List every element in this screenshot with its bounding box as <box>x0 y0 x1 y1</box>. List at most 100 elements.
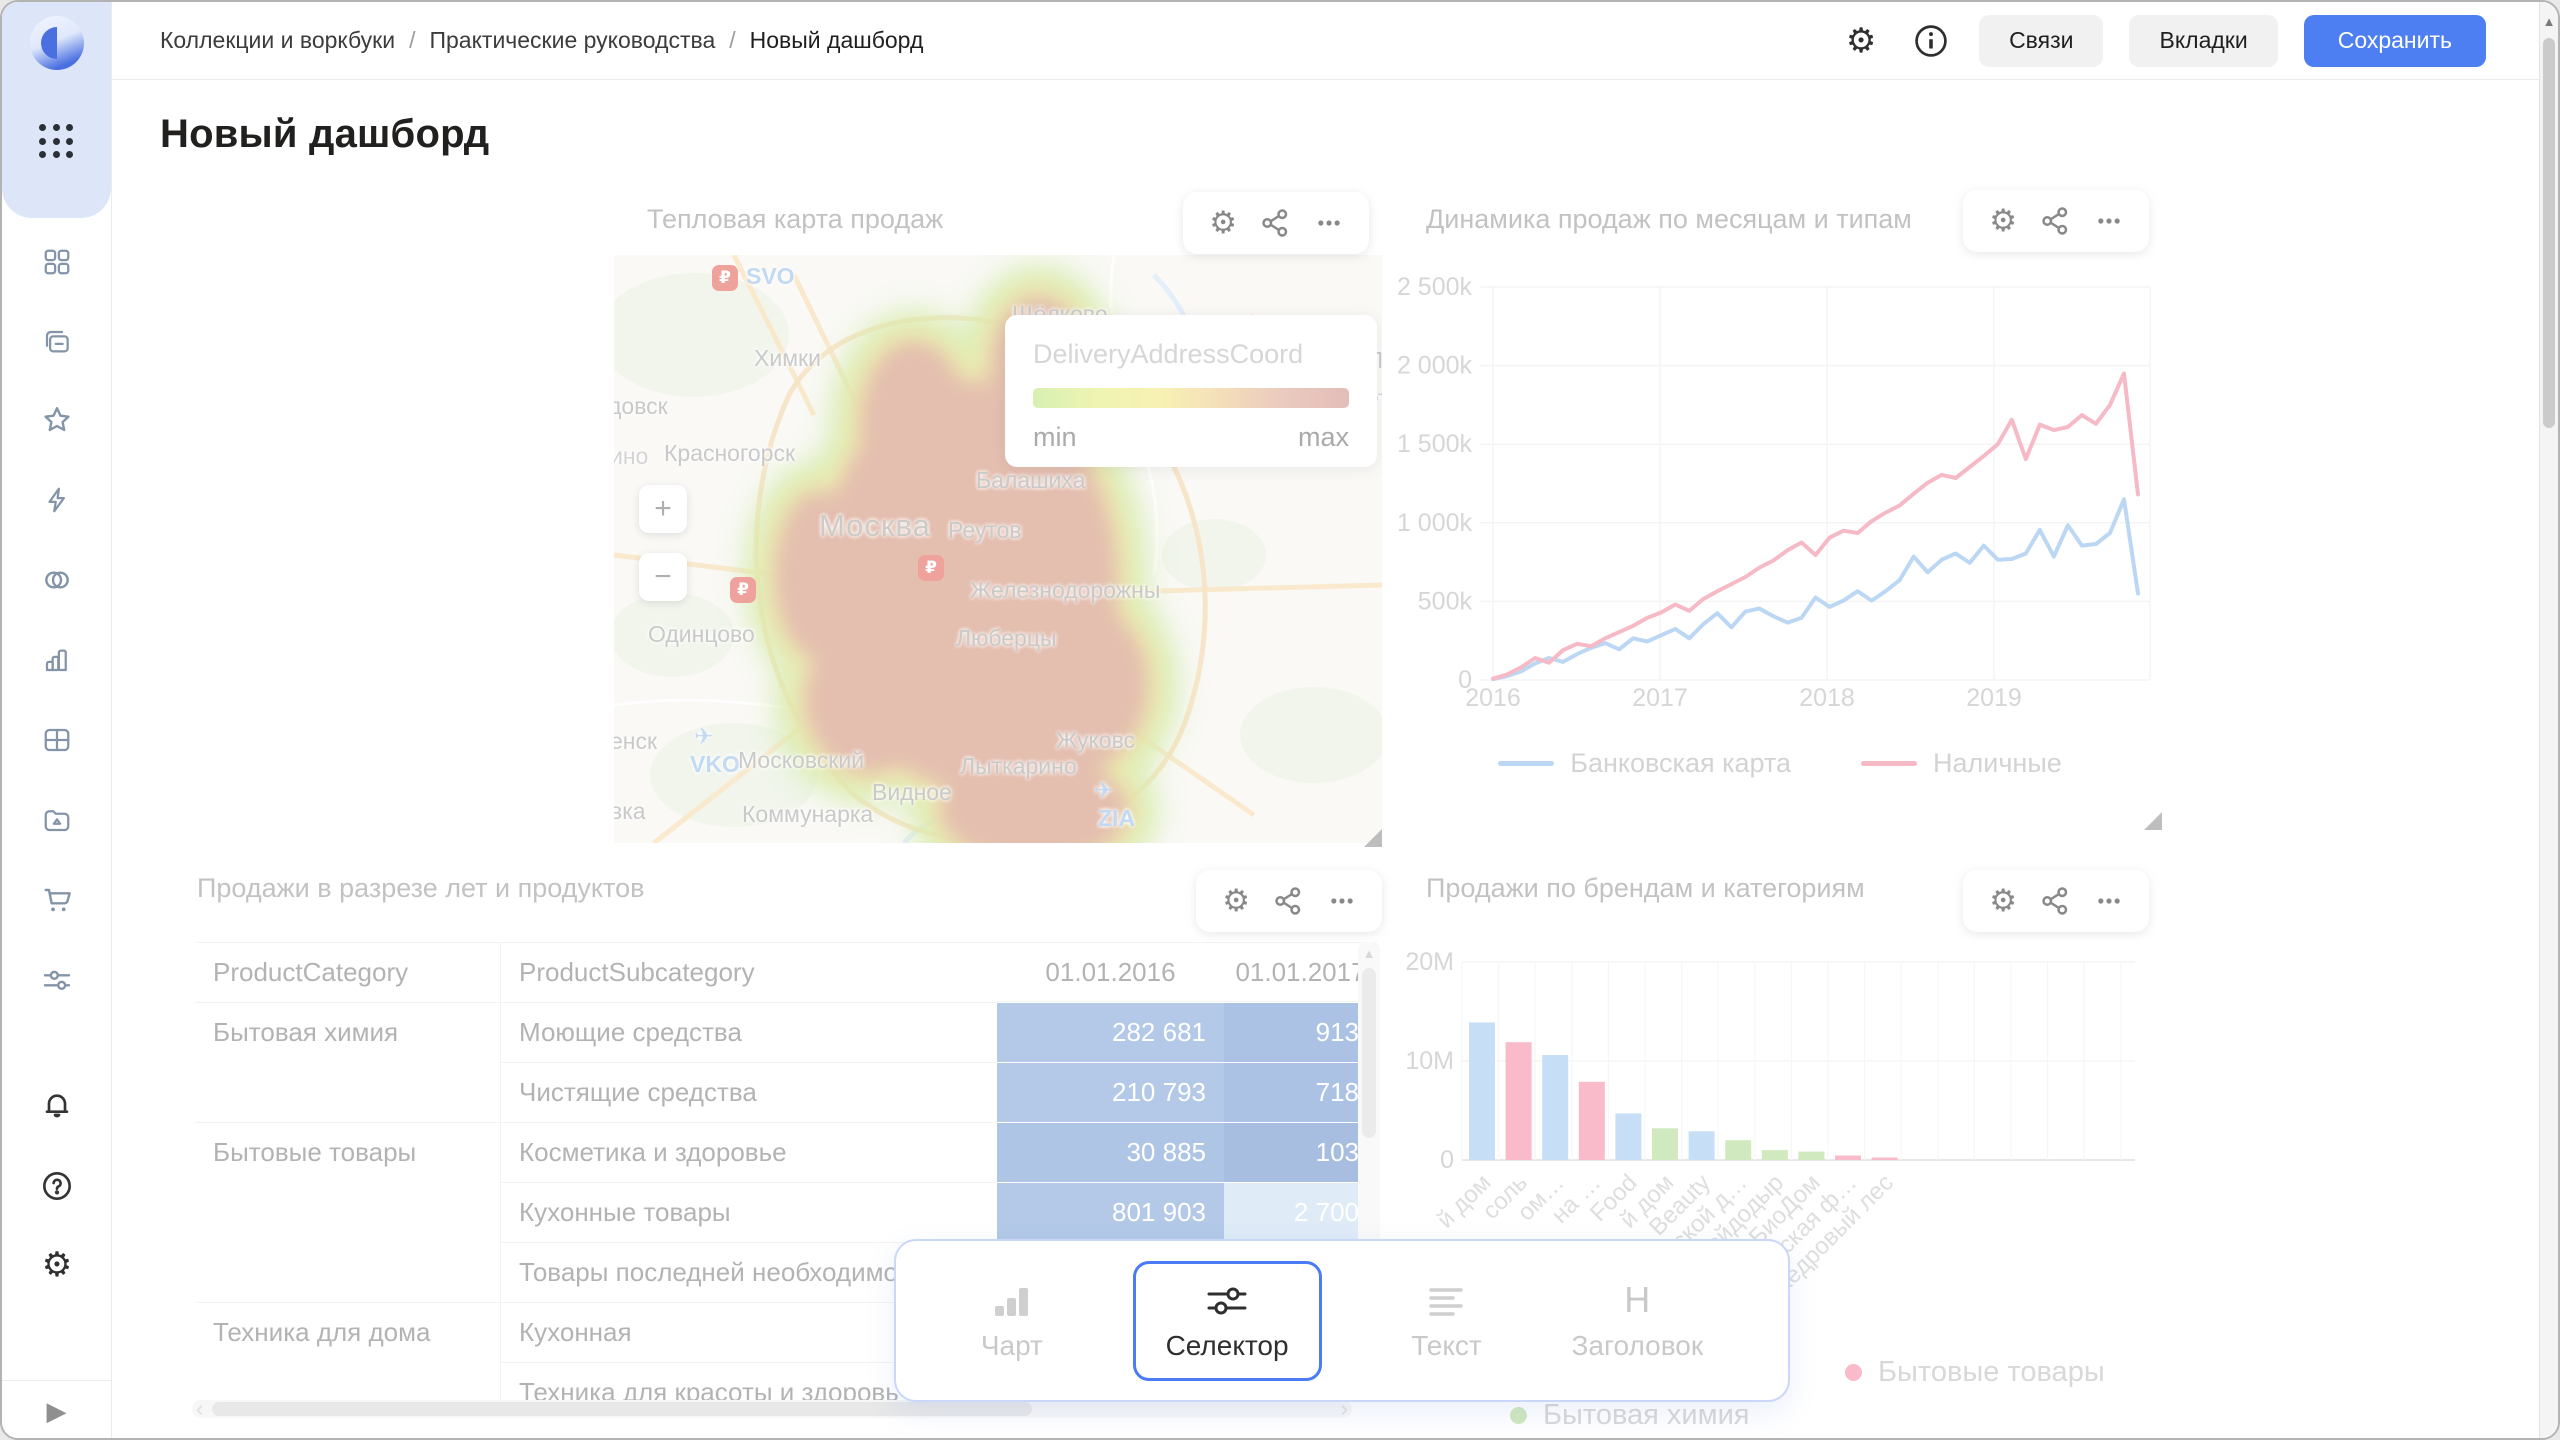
sidebar-item-quick-start[interactable] <box>33 476 81 524</box>
legend-item[interactable]: Бытовая химия <box>1510 1399 1749 1432</box>
column-header[interactable]: 01.01.2017 <box>1224 942 1377 1002</box>
map-place-label: Жуковс <box>1056 727 1136 753</box>
cell-subcategory: Косметика и здоровье <box>500 1122 997 1182</box>
legend-swatch <box>1498 761 1555 766</box>
toolbar-item-text[interactable]: Текст <box>1411 1280 1482 1362</box>
toolbar-item-heading[interactable]: H Заголовок <box>1571 1280 1703 1362</box>
sidebar-item-gallery[interactable] <box>33 796 81 844</box>
bar[interactable] <box>1615 1113 1642 1160</box>
bar[interactable] <box>1578 1081 1605 1160</box>
breadcrumb-guides[interactable]: Практические руководства <box>429 27 716 53</box>
bar[interactable] <box>1761 1150 1788 1160</box>
help-icon <box>43 1172 71 1200</box>
scroll-left-icon[interactable]: ‹ <box>196 1396 204 1421</box>
legend-swatch <box>1861 761 1918 766</box>
sidebar-item-charts[interactable] <box>33 636 81 684</box>
gear-icon: ⚙ <box>41 1245 73 1285</box>
legend-item[interactable]: Бытовые товары <box>1845 1356 2105 1389</box>
apps-grid-icon[interactable] <box>39 124 75 160</box>
widget-share-icon[interactable] <box>1261 208 1291 238</box>
widget-more-icon[interactable] <box>2095 887 2123 915</box>
cell-category: Бытовая химия <box>195 1002 500 1062</box>
map-place-label: Железнодорожны <box>970 577 1161 603</box>
map-zoom-out-button[interactable]: − <box>639 553 687 601</box>
scroll-up-icon[interactable]: ▲ <box>2542 14 2556 29</box>
table-horizontal-scrollbar[interactable]: ‹ › <box>192 1396 1352 1421</box>
bar[interactable] <box>1798 1151 1825 1160</box>
datalens-logo[interactable] <box>28 14 86 72</box>
svg-text:0: 0 <box>1458 666 1472 694</box>
sidebar-item-connections[interactable] <box>33 556 81 604</box>
links-button[interactable]: Связи <box>1979 14 2104 67</box>
sidebar-item-dashboards[interactable] <box>33 716 81 764</box>
widget-more-icon[interactable] <box>1315 209 1343 237</box>
heatmap-map[interactable]: SVOХимкидовскиноКрасногорскЩёлковоЛетМос… <box>614 255 1382 843</box>
sidebar-item-help[interactable] <box>33 1162 81 1210</box>
bar[interactable] <box>1871 1157 1898 1160</box>
widget-settings-icon[interactable]: ⚙ <box>1989 202 2017 239</box>
toolbar-item-label: Селектор <box>1165 1329 1289 1361</box>
table-row[interactable]: Кухонные товары 801 903 2 700 <box>195 1182 1380 1242</box>
sidebar-item-collections[interactable] <box>33 318 81 366</box>
widget-resize-handle[interactable] <box>1364 829 1382 847</box>
bar[interactable] <box>1469 1022 1495 1160</box>
bar[interactable] <box>1725 1140 1752 1160</box>
widget-more-icon[interactable] <box>1328 887 1356 915</box>
scroll-right-icon[interactable]: › <box>1340 1396 1348 1421</box>
cell-subcategory: Чистящие средства <box>500 1062 997 1122</box>
sidebar-item-marketplace[interactable] <box>33 876 81 924</box>
table-row[interactable]: Товары последней необходимо <box>195 1242 1380 1302</box>
table-row[interactable]: Техника для дома Кухонная <box>195 1302 1380 1362</box>
widget-settings-icon[interactable]: ⚙ <box>1222 882 1250 919</box>
widget-settings-icon[interactable]: ⚙ <box>1989 882 2017 919</box>
scrollbar-thumb[interactable] <box>1362 968 1376 1138</box>
bar[interactable] <box>1688 1131 1715 1160</box>
widget-share-icon[interactable] <box>2041 886 2071 916</box>
widget-share-icon[interactable] <box>2041 206 2071 236</box>
widget-share-icon[interactable] <box>1274 886 1304 916</box>
sidebar-expand-button[interactable]: ▶ <box>2 1380 111 1438</box>
scrollbar-thumb[interactable] <box>2543 38 2555 428</box>
widget-resize-handle[interactable] <box>2144 812 2162 830</box>
map-poi-marker: ₽ <box>712 265 738 291</box>
widget-settings-icon[interactable]: ⚙ <box>1209 204 1237 241</box>
cell-subcategory: Техника для красоты и здоровь <box>500 1362 997 1400</box>
bar[interactable] <box>1652 1128 1678 1160</box>
table-row[interactable]: Бытовая химия Моющие средства 282 681 913 <box>195 1002 1380 1062</box>
legend-item[interactable]: Банковская карта <box>1498 748 1791 779</box>
toolbar-item-label: Чарт <box>980 1329 1043 1361</box>
toolbar-item-selector[interactable]: Селектор <box>1132 1260 1322 1381</box>
widget-heatmap[interactable]: Тепловая карта продаж ⚙ <box>614 188 1382 847</box>
table-header-row: ProductCategory ProductSubcategory 01.01.2… <box>195 942 1380 1002</box>
page-scrollbar[interactable]: ▲ <box>2539 2 2558 1438</box>
sidebar-item-notifications[interactable] <box>33 1081 81 1129</box>
sidebar-item-favorites[interactable] <box>33 396 81 444</box>
breadcrumb-collections[interactable]: Коллекции и воркбуки <box>160 27 396 53</box>
map-zoom-in-button[interactable]: + <box>639 485 687 533</box>
bar[interactable] <box>1835 1155 1861 1160</box>
widget-more-icon[interactable] <box>2095 207 2123 235</box>
info-button[interactable] <box>1909 19 1953 63</box>
toolbar-item-chart[interactable]: Чарт <box>981 1280 1043 1362</box>
sidebar-item-all-objects[interactable] <box>33 238 81 286</box>
save-button[interactable]: Сохранить <box>2303 14 2486 67</box>
scrollbar-thumb[interactable] <box>212 1402 1032 1416</box>
bar[interactable] <box>1505 1042 1532 1160</box>
column-header[interactable]: ProductCategory <box>195 942 500 1002</box>
column-header[interactable]: 01.01.2016 <box>997 942 1224 1002</box>
sidebar-item-settings[interactable]: ⚙ <box>33 1241 81 1289</box>
tabs-button[interactable]: Вкладки <box>2129 14 2278 67</box>
widget-line-chart[interactable]: Динамика продаж по месяцам и типам ⚙ 2 5… <box>1398 188 2162 847</box>
dashboard-settings-button[interactable]: ⚙ <box>1839 19 1883 63</box>
scroll-up-icon[interactable]: ▲ <box>1362 946 1376 961</box>
legend-label: Наличные <box>1933 748 2062 778</box>
table-row[interactable]: Чистящие средства 210 793 718 <box>195 1062 1380 1122</box>
sidebar-item-services[interactable] <box>33 956 81 1004</box>
map-place-label: Лыткарино <box>960 753 1077 779</box>
legend-min-label: min <box>1033 422 1077 452</box>
column-header[interactable]: ProductSubcategory <box>500 942 997 1002</box>
cell-value-2017: 2 700 <box>1224 1182 1377 1242</box>
table-row[interactable]: Бытовые товары Косметика и здоровье 30 885… <box>195 1122 1380 1182</box>
bar[interactable] <box>1542 1055 1569 1160</box>
legend-item[interactable]: Наличные <box>1861 748 2062 779</box>
